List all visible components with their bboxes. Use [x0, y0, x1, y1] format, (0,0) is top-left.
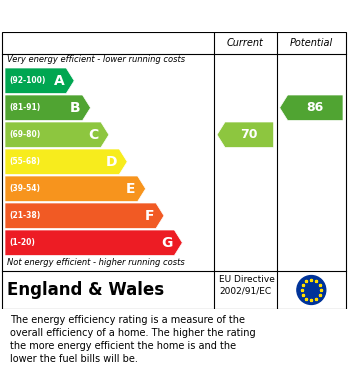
Text: (21-38): (21-38) [9, 211, 40, 220]
Text: E: E [126, 182, 136, 196]
Polygon shape [280, 95, 343, 120]
Text: B: B [70, 101, 80, 115]
Text: Not energy efficient - higher running costs: Not energy efficient - higher running co… [7, 258, 185, 267]
Text: D: D [106, 155, 117, 169]
Polygon shape [5, 95, 90, 120]
Text: EU Directive
2002/91/EC: EU Directive 2002/91/EC [219, 275, 275, 295]
Text: (92-100): (92-100) [9, 76, 45, 85]
Polygon shape [5, 68, 74, 93]
Text: 70: 70 [240, 128, 258, 141]
Circle shape [297, 276, 326, 305]
Text: F: F [144, 209, 154, 223]
Polygon shape [5, 176, 145, 201]
Text: C: C [89, 128, 99, 142]
Text: G: G [161, 236, 172, 250]
Polygon shape [5, 203, 164, 228]
Text: (1-20): (1-20) [9, 238, 35, 247]
Polygon shape [5, 149, 127, 174]
Text: 86: 86 [307, 101, 324, 114]
Text: Energy Efficiency Rating: Energy Efficiency Rating [10, 7, 239, 25]
Text: Current: Current [227, 38, 264, 48]
Text: (55-68): (55-68) [9, 157, 40, 166]
Polygon shape [5, 122, 109, 147]
Text: The energy efficiency rating is a measure of the
overall efficiency of a home. T: The energy efficiency rating is a measur… [10, 315, 256, 364]
Text: England & Wales: England & Wales [7, 281, 164, 299]
Polygon shape [217, 122, 274, 147]
Text: (81-91): (81-91) [9, 103, 40, 112]
Text: (39-54): (39-54) [9, 184, 40, 193]
Polygon shape [5, 230, 182, 255]
Text: (69-80): (69-80) [9, 130, 40, 139]
Text: A: A [54, 74, 64, 88]
Text: Very energy efficient - lower running costs: Very energy efficient - lower running co… [7, 55, 185, 64]
Text: Potential: Potential [290, 38, 333, 48]
